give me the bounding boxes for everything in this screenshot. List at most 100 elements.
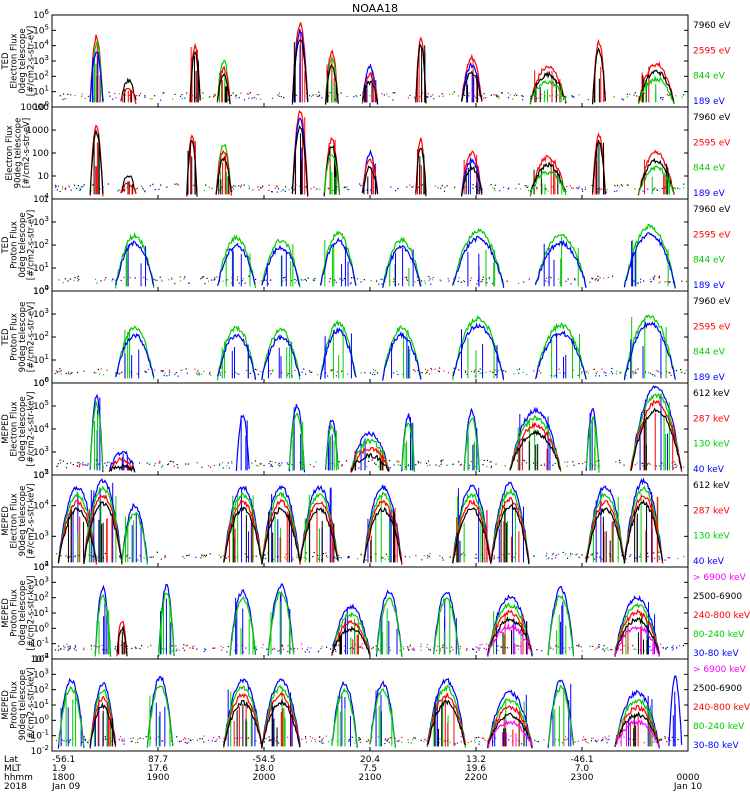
noise-dot [202, 554, 204, 556]
noise-dot [248, 97, 250, 99]
series-trace [547, 585, 575, 656]
burst-2 [120, 175, 137, 195]
noise-dot [667, 737, 669, 739]
noise-dot [77, 185, 80, 187]
noise-dot [342, 279, 344, 281]
noise-dot [636, 95, 638, 97]
noise-dot [596, 552, 598, 554]
burst-4 [216, 59, 231, 105]
noise-dot [203, 276, 205, 278]
noise-dot [316, 374, 319, 376]
y-axis-title: [#/cm2-s-str-eV] [27, 26, 37, 96]
noise-dot [235, 97, 237, 99]
noise-dot [653, 552, 655, 554]
noise-dot [294, 188, 296, 191]
noise-dot [397, 464, 400, 466]
noise-dot [620, 649, 622, 651]
series-trace [529, 79, 567, 104]
noise-dot [291, 375, 293, 377]
noise-dot [223, 737, 225, 740]
noise-dot [621, 554, 623, 557]
noise-dot [517, 282, 520, 284]
noise-dot [452, 372, 454, 374]
noise-dot [652, 189, 654, 191]
noise-dot [658, 371, 660, 373]
noise-dot [447, 278, 449, 280]
noise-dot [369, 95, 371, 97]
noise-dot [114, 646, 117, 648]
noise-dot [623, 645, 625, 647]
noise-dot [478, 370, 480, 372]
noise-dot [255, 647, 257, 649]
noise-dot [207, 280, 210, 282]
burst-5 [382, 236, 422, 288]
noise-dot [452, 464, 454, 466]
noise-dot [608, 738, 610, 741]
noise-dot [658, 276, 660, 278]
noise-dot [384, 742, 386, 745]
noise-dot [248, 275, 250, 277]
burst-3 [121, 502, 148, 565]
noise-dot [398, 461, 400, 463]
noise-dot [577, 374, 579, 376]
noise-dot [507, 97, 510, 99]
noise-dot [96, 556, 99, 558]
series-trace [331, 625, 371, 656]
x-tick-label: 87.7 [148, 755, 168, 765]
noise-dot [300, 279, 303, 281]
noise-dot [206, 277, 208, 280]
noise-dot [444, 186, 446, 189]
noise-dot [454, 186, 456, 188]
series-trace [216, 333, 257, 380]
noise-dot [269, 370, 271, 372]
noise-dot [478, 649, 480, 651]
noise-dot [191, 646, 194, 648]
noise-dot [660, 372, 663, 374]
noise-dot [164, 555, 167, 558]
noise-dot [123, 190, 126, 192]
noise-dot [219, 372, 222, 374]
series-trace [216, 242, 256, 286]
noise-dot [644, 371, 647, 373]
noise-dot [183, 557, 185, 560]
noise-dot [106, 369, 108, 371]
noise-dot [118, 93, 120, 95]
noise-dot [498, 97, 500, 99]
noise-dot [587, 372, 590, 374]
noise-dot [153, 278, 155, 280]
noise-dot [598, 644, 600, 646]
noise-dot [92, 184, 94, 186]
noise-dot [453, 277, 455, 279]
noise-dot [452, 93, 454, 95]
noise-dot [398, 740, 400, 742]
noise-dot [584, 738, 586, 741]
noise-dot [571, 553, 574, 555]
noise-dot [384, 278, 387, 280]
noise-dot [432, 276, 434, 279]
noise-dot [84, 97, 87, 100]
noise-dot [666, 280, 668, 283]
legend-entry: 2500-6900 [693, 592, 742, 602]
noise-dot [685, 280, 688, 283]
noise-dot [551, 558, 553, 560]
noise-dot [284, 190, 286, 192]
noise-dot [481, 188, 483, 190]
legend-entry: 30-80 keV [693, 649, 739, 659]
noise-dot [341, 464, 343, 466]
noise-dot [216, 740, 218, 742]
noise-dot [213, 276, 216, 279]
noise-dot [683, 94, 685, 96]
series-trace [487, 609, 533, 657]
y-axis-title: 0deg telescope [18, 212, 28, 277]
noise-dot [249, 372, 252, 375]
series-trace [614, 704, 660, 748]
noise-dot [627, 368, 629, 370]
noise-dot [649, 372, 652, 374]
noise-dot [611, 649, 613, 651]
noise-dot [428, 275, 430, 278]
burst-5 [261, 678, 301, 749]
series-trace [461, 156, 483, 197]
series-trace [509, 421, 562, 471]
noise-dot [533, 370, 535, 372]
